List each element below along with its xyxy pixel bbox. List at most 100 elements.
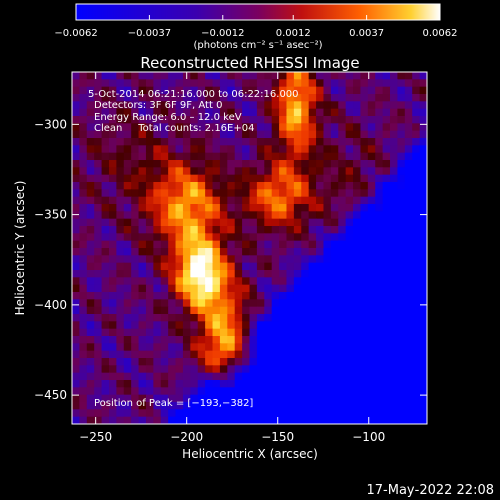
heatmap-cell [256,248,265,256]
heatmap-cell [375,152,384,161]
heatmap-cell [330,270,339,278]
heatmap-cell [175,72,184,80]
heatmap-cell [72,372,80,381]
heatmap-cell [293,167,302,176]
heatmap-cell [86,409,95,418]
heatmap-cell [205,350,214,359]
heatmap-cell [404,402,413,410]
heatmap-cell [116,123,125,132]
heatmap-cell [123,189,132,198]
heatmap-cell [353,306,362,315]
heatmap-cell [227,189,236,198]
heatmap-cell [345,394,354,403]
heatmap-cell [382,380,391,388]
heatmap-cell [419,94,427,102]
heatmap-cell [345,101,354,110]
heatmap-cell [123,306,132,315]
heatmap-cell [123,72,132,80]
heatmap-cell [256,182,265,190]
heatmap-cell [382,108,391,117]
heatmap-cell [160,160,169,168]
heatmap-cell [138,167,147,176]
heatmap-cell [279,358,288,366]
heatmap-cell [256,152,265,161]
heatmap-cell [72,174,80,183]
heatmap-cell [382,189,391,198]
heatmap-cell [308,123,317,132]
heatmap-cell [390,72,399,80]
heatmap-cell [79,336,88,344]
heatmap-cell [338,72,347,80]
heatmap-cell [256,358,265,366]
heatmap-cell [219,130,228,139]
heatmap-cell [360,350,369,359]
heatmap-cell [131,204,140,212]
heatmap-cell [367,182,376,190]
heatmap-cell [168,116,177,124]
heatmap-cell [72,270,80,278]
heatmap-cell [160,72,169,80]
heatmap-cell [360,72,369,80]
heatmap-cell [367,306,376,315]
heatmap-cell [367,218,376,227]
heatmap-cell [101,402,110,410]
heatmap-cell [330,365,339,374]
heatmap-cell [375,233,384,242]
heatmap-cell [116,72,125,80]
heatmap-cell [264,299,273,308]
heatmap-cell [138,160,147,168]
heatmap-cell [79,123,88,132]
heatmap-cell [205,108,214,117]
heatmap-cell [145,277,154,286]
heatmap-cell [330,402,339,410]
heatmap-cell [279,372,288,381]
heatmap-cell [219,350,228,359]
heatmap-cell [86,365,95,374]
heatmap-cell [116,284,125,293]
heatmap-cell [390,138,399,146]
heatmap-cell [249,402,258,410]
heatmap-cell [227,306,236,315]
heatmap-cell [293,365,302,374]
heatmap-cell [404,306,413,315]
heatmap-cell [412,292,421,300]
heatmap-cell [360,277,369,286]
heatmap-cell [419,292,427,300]
heatmap-cell [323,262,332,271]
heatmap-cell [197,402,206,410]
heatmap-cell [279,284,288,293]
heatmap-cell [190,372,199,381]
heatmap-cell [308,255,317,264]
heatmap-cell [419,336,427,344]
heatmap-cell [286,79,295,88]
heatmap-cell [205,101,214,110]
heatmap-cell [271,321,280,330]
heatmap-cell [168,372,177,381]
heatmap-cell [108,101,117,110]
heatmap-cell [293,145,302,154]
heatmap-cell [205,152,214,161]
heatmap-cell [79,372,88,381]
heatmap-cell [212,218,221,227]
heatmap-cell [367,416,376,424]
heatmap-cell [286,116,295,124]
heatmap-cell [367,130,376,139]
heatmap-cell [219,299,228,308]
heatmap-cell [404,409,413,418]
heatmap-cell [323,174,332,183]
heatmap-cell [293,130,302,139]
heatmap-cell [390,196,399,205]
heatmap-cell [360,233,369,242]
heatmap-cell [271,270,280,278]
heatmap-cell [94,94,103,102]
heatmap-cell [375,321,384,330]
heatmap-cell [301,72,310,80]
heatmap-cell [256,336,265,344]
heatmap-cell [301,152,310,161]
heatmap-cell [286,314,295,322]
heatmap-cell [404,79,413,88]
heatmap-cell [390,152,399,161]
heatmap-cell [360,101,369,110]
heatmap-cell [271,218,280,227]
heatmap-cell [412,248,421,256]
